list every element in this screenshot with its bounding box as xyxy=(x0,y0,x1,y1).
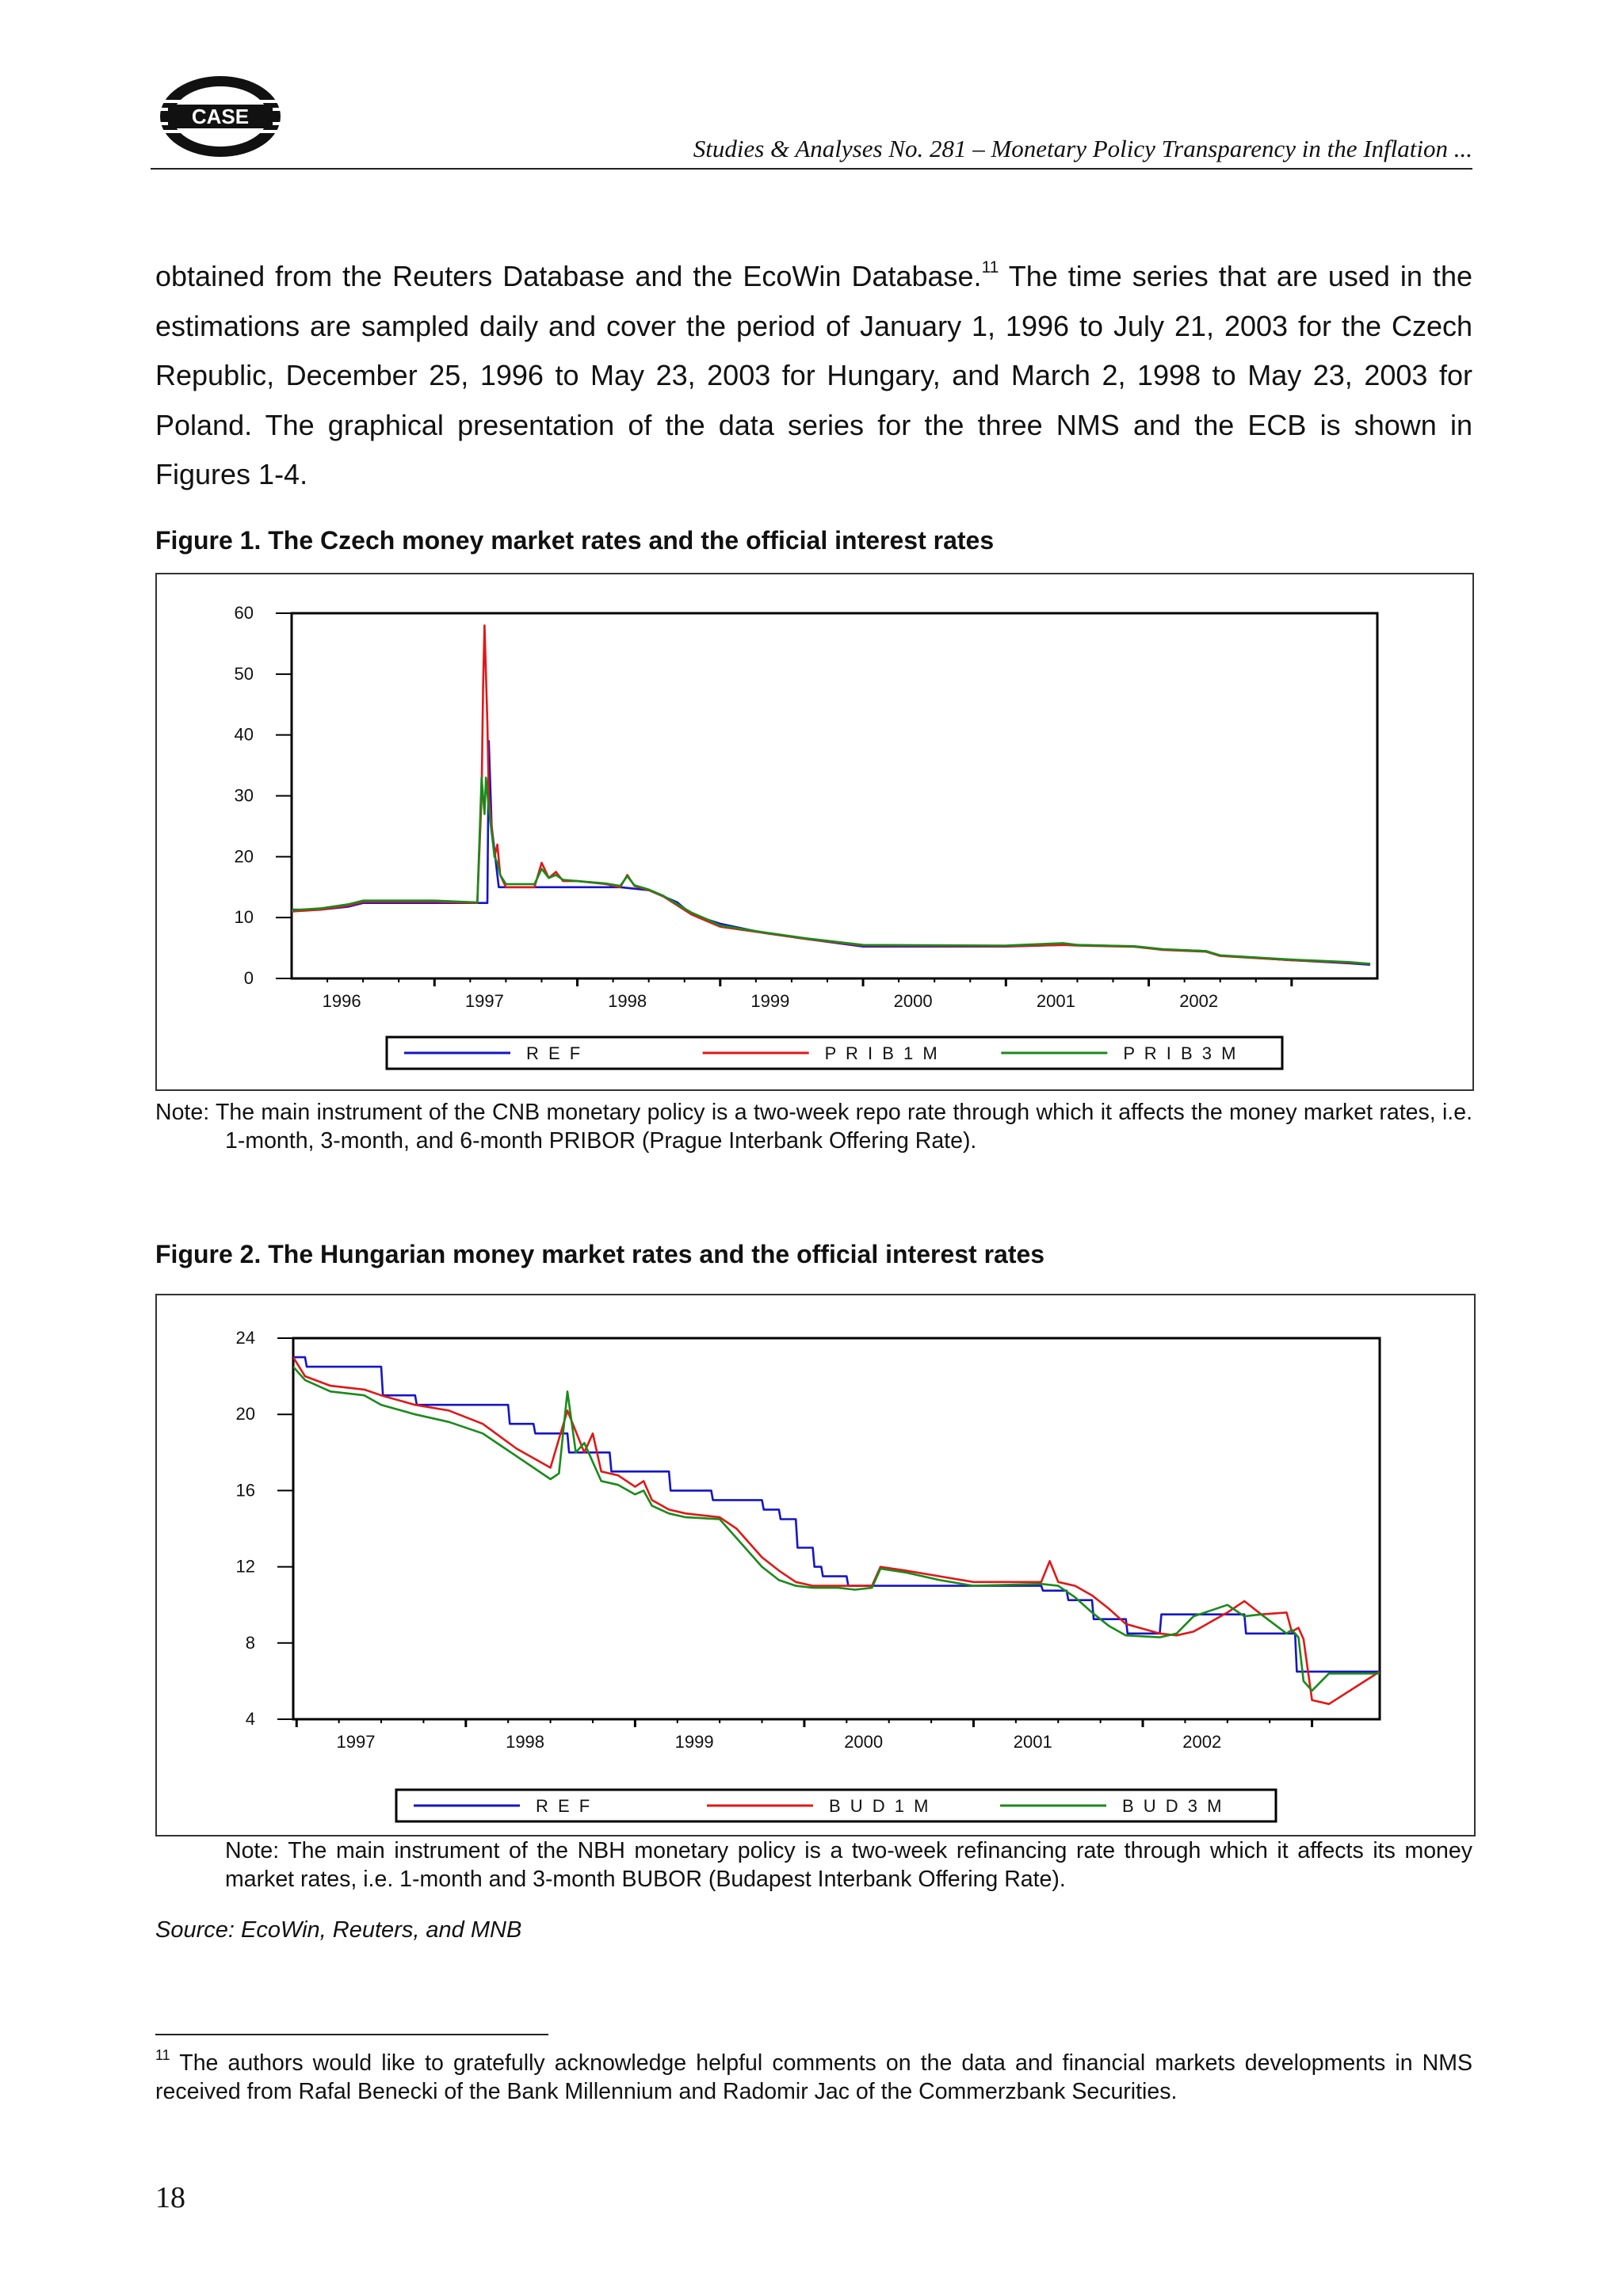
hungary-ytick-label: 8 xyxy=(246,1633,255,1653)
czech-xtick-label: 1998 xyxy=(608,991,647,1011)
footnote-ref[interactable]: 11 xyxy=(981,258,999,277)
figure1-frame: 0 10 20 30 40 50 60 1996 1997 1998 1999 2000 2001 200… xyxy=(155,573,1474,1091)
hungary-xtick-label: 1999 xyxy=(675,1732,714,1752)
hungary-xtick-label: 2001 xyxy=(1014,1732,1052,1752)
hungary-ytick-label: 20 xyxy=(236,1404,255,1424)
header-rule xyxy=(151,168,1472,170)
figure1-chart: 0 10 20 30 40 50 60 1996 1997 1998 1999 2000 2001 200… xyxy=(235,603,1379,1070)
czech-series-line-2 xyxy=(292,624,1371,965)
czech-legend xyxy=(385,1035,1284,1070)
figure2-title: Figure 2. The Hungarian money market rat… xyxy=(155,1240,1045,1268)
czech-legend-label-3: P R I B 3 M xyxy=(1123,1043,1238,1063)
body-paragraph-start: obtained from the Reuters Database and t… xyxy=(155,260,982,292)
czech-ytick-label: 0 xyxy=(244,968,254,988)
figure1-title: Figure 1. The Czech money market rates a… xyxy=(155,526,995,555)
figure2-note: Note: The main instrument of the NBH mon… xyxy=(225,1838,1472,1892)
figure2-chart: 4 8 12 16 20 24 1997 1998 1999 2000 2001 2002 R E F B… xyxy=(236,1328,1381,1823)
footnote-rule xyxy=(155,2034,548,2035)
czech-xtick-label: 1999 xyxy=(750,991,789,1011)
czech-ytick-label: 20 xyxy=(235,846,254,866)
hungary-legend-label-1: R E F xyxy=(536,1796,592,1816)
czech-xtick-label: 2000 xyxy=(894,991,933,1011)
hungary-xtick-label: 1997 xyxy=(337,1732,376,1752)
figure1-note-label: Note: xyxy=(155,1100,210,1125)
figure1-note-text: The main instrument of the CNB monetary … xyxy=(215,1100,1472,1154)
czech-plot-frame xyxy=(290,612,1379,980)
czech-xtick-label: 1997 xyxy=(465,991,504,1011)
hungary-legend xyxy=(395,1788,1277,1823)
czech-xtick-label: 1996 xyxy=(323,991,361,1011)
page-number: 18 xyxy=(155,2181,185,2214)
hungary-ytick-label: 16 xyxy=(236,1480,255,1500)
figure1-note: Note: The main instrument of the CNB mon… xyxy=(155,1098,1472,1155)
footnote-number: 11 xyxy=(155,2046,170,2063)
case-logo: CASE xyxy=(160,76,281,157)
hungary-plot-frame xyxy=(292,1337,1381,1721)
hungary-series-line-3 xyxy=(293,1366,1380,1692)
hungary-xtick-label: 2000 xyxy=(844,1732,883,1752)
hungary-xtick-label: 2002 xyxy=(1182,1732,1221,1752)
hungary-ytick-label: 24 xyxy=(236,1328,255,1348)
czech-ytick-label: 50 xyxy=(235,664,254,684)
czech-xtick-label: 2002 xyxy=(1179,991,1218,1011)
body-paragraph-rest: The time series that are used in the est… xyxy=(155,260,1472,490)
czech-legend-label-1: R E F xyxy=(526,1043,582,1063)
logo-text: CASE xyxy=(192,105,249,128)
hungary-xtick-label: 1998 xyxy=(506,1732,544,1752)
hungary-ytick-label: 12 xyxy=(236,1557,255,1577)
hungary-legend-label-3: B U D 3 M xyxy=(1122,1796,1224,1816)
czech-ytick-label: 30 xyxy=(235,786,254,806)
figure2-frame: 4 8 12 16 20 24 1997 1998 1999 2000 2001 2002 R E F B… xyxy=(155,1294,1476,1836)
czech-series-line-3 xyxy=(292,776,1371,965)
czech-legend-label-2: P R I B 1 M xyxy=(825,1043,940,1063)
czech-xtick-label: 2001 xyxy=(1037,991,1075,1011)
czech-ytick-label: 60 xyxy=(235,603,254,623)
hungary-ytick-label: 4 xyxy=(246,1709,255,1729)
running-head: Studies & Analyses No. 281 – Monetary Po… xyxy=(693,135,1472,162)
czech-series-line-1 xyxy=(292,740,1371,966)
source-line: Source: EcoWin, Reuters, and MNB xyxy=(155,1917,522,1943)
footnote: 11 The authors would like to gratefully … xyxy=(155,2046,1472,2106)
hungary-series-line-2 xyxy=(293,1356,1380,1706)
body-paragraph: obtained from the Reuters Database and t… xyxy=(155,252,1472,500)
czech-ytick-label: 10 xyxy=(235,907,254,927)
hungary-series-line-1 xyxy=(293,1356,1380,1673)
footnote-text: The authors would like to gratefully ack… xyxy=(155,2050,1472,2104)
hungary-legend-label-2: B U D 1 M xyxy=(829,1796,930,1816)
czech-ytick-label: 40 xyxy=(235,725,254,745)
